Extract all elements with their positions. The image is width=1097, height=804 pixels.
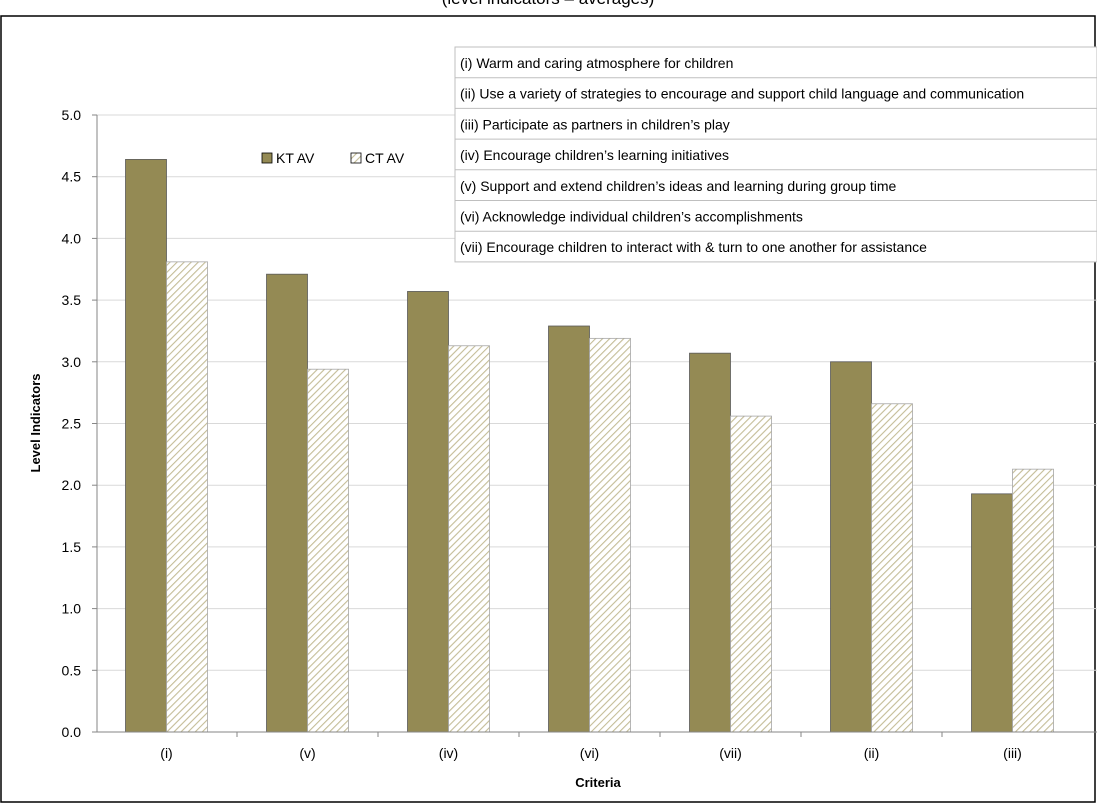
chart-title: (level indicators – averages) [442,0,655,8]
bar-kt [830,361,872,733]
y-tick-label: 0.0 [62,724,82,740]
legend: KT AV CT AV [261,150,405,166]
y-axis-label: Level Indicators [28,374,43,473]
bar-kt [407,291,449,733]
y-tick-label: 0.5 [62,662,82,678]
criteria-key-item: (iii) Participate as partners in childre… [460,116,730,132]
y-tick-label: 4.5 [62,169,82,185]
bar-ct [307,368,349,733]
x-axis-label: Criteria [575,775,621,790]
criteria-key-item: (iv) Encourage children’s learning initi… [460,147,729,163]
y-tick-label: 2.5 [62,416,82,432]
criteria-key-item: (vii) Encourage children to interact wit… [460,239,927,255]
criteria-key-item: (vi) Acknowledge individual children’s a… [460,209,803,225]
x-tick-label: (vi) [580,745,599,761]
bar-kt [971,493,1013,733]
y-axis-ticks: 0.0 0.5 1.0 1.5 2.0 2.5 3.0 3.5 4.0 4.5 5.0 [62,107,97,740]
x-tick-label: (iv) [439,745,458,761]
x-tick-label: (i) [160,745,172,761]
legend-label-ct: CT AV [365,150,405,166]
bar-ct [166,261,208,733]
bar-ct [730,415,772,733]
criteria-key-item: (v) Support and extend children’s ideas … [460,178,897,194]
legend-swatch-ct [350,152,362,164]
bar-kt [266,273,308,733]
bar-ct [1012,468,1054,733]
bar-kt [125,159,167,733]
bar-kt [689,352,731,733]
bar-kt [548,325,590,733]
x-tick-label: (vii) [719,745,742,761]
criteria-key-box [454,46,1097,263]
bar-ct [448,345,490,733]
y-tick-label: 3.0 [62,354,82,370]
legend-swatch-kt [261,152,273,164]
criteria-key: (i) Warm and caring atmosphere for child… [454,46,1097,263]
y-tick-label: 1.5 [62,539,82,555]
y-tick-label: 1.0 [62,601,82,617]
x-tick-label: (iii) [1003,745,1022,761]
chart-border [0,15,1096,803]
x-axis-ticks: (i) (v) (iv) (vi) (vii) (ii) (iii) [160,732,1022,761]
y-tick-label: 2.0 [62,477,82,493]
y-tick-label: 5.0 [62,107,82,123]
y-tick-label: 4.0 [62,230,82,246]
legend-label-kt: KT AV [276,150,315,166]
criteria-key-item: (i) Warm and caring atmosphere for child… [460,55,733,71]
criteria-key-item: (ii) Use a variety of strategies to enco… [460,86,1024,102]
bar-ct [589,337,631,733]
bar-ct [871,403,913,733]
x-tick-label: (ii) [864,745,880,761]
y-tick-label: 3.5 [62,292,82,308]
x-tick-label: (v) [299,745,315,761]
